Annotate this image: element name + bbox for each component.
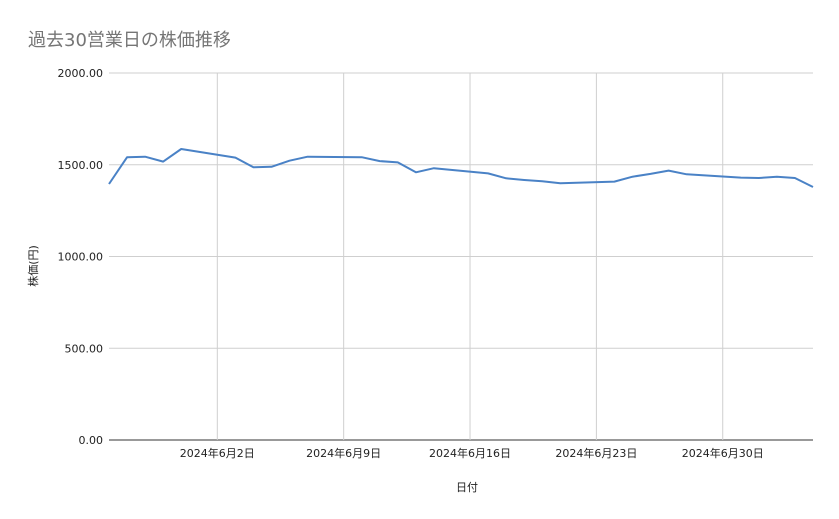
y-tick-label: 1000.00 (58, 251, 104, 264)
price-line (108, 148, 814, 188)
series (108, 148, 814, 188)
x-tick-label: 2024年6月9日 (306, 446, 381, 460)
y-tick-label: 2000.00 (58, 67, 104, 80)
chart-title: 過去30営業日の株価推移 (28, 30, 231, 51)
y-tick-label: 1500.00 (58, 159, 104, 172)
x-tick-label: 2024年6月2日 (180, 446, 255, 460)
x-tick-label: 2024年6月30日 (682, 446, 764, 460)
gridlines (109, 72, 813, 441)
x-axis-title: 日付 (456, 481, 478, 494)
y-axis-title: 株価(円) (26, 245, 40, 287)
y-tick-label: 0.00 (79, 434, 104, 447)
tick-labels: 0.00 500.00 1000.00 1500.00 2000.00 2024年6月2日… (58, 67, 764, 460)
x-tick-label: 2024年6月16日 (429, 446, 511, 460)
x-tick-label: 2024年6月23日 (555, 446, 637, 460)
y-tick-label: 500.00 (65, 342, 104, 355)
